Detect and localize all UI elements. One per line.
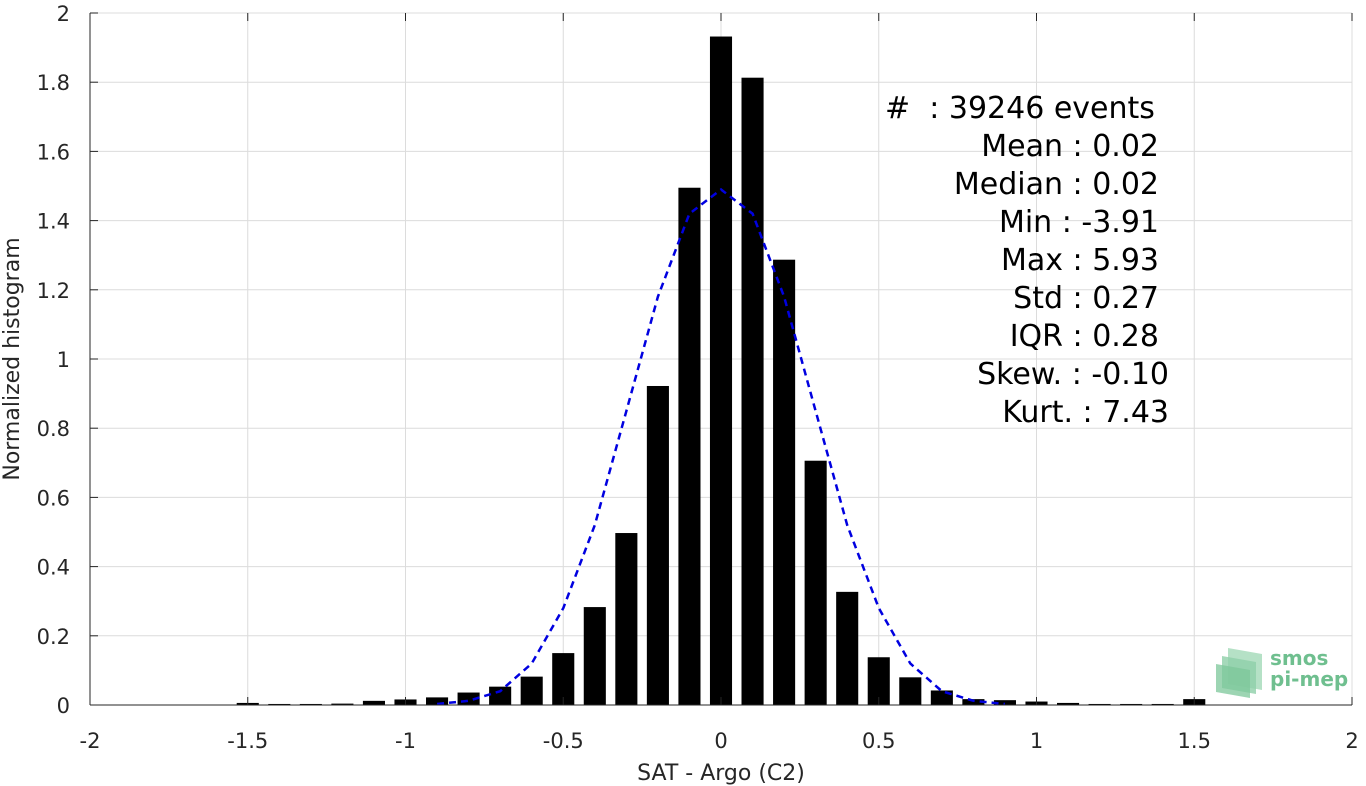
x-tick-label-8: 2 xyxy=(1345,729,1358,753)
stats-line-std: Std : 0.27 xyxy=(1013,281,1159,316)
x-tick-label-3: -0.5 xyxy=(543,729,584,753)
histogram-bars xyxy=(236,36,1206,706)
y-tick-label-9: 1.8 xyxy=(37,71,70,95)
x-tick-label-2: -1 xyxy=(395,729,416,753)
histogram-bar-26 xyxy=(1057,702,1080,705)
normal-fit-curve xyxy=(436,187,1006,706)
axes-frame xyxy=(89,12,1353,706)
stats-line-skew: Skew. : -0.10 xyxy=(977,357,1169,392)
y-tick-label-3: 0.6 xyxy=(37,486,70,510)
stats-line-count: # : 39246 events xyxy=(885,91,1155,126)
histogram-bar-6 xyxy=(426,697,449,705)
x-tick-label-1: -1.5 xyxy=(227,729,268,753)
y-axis-label: Normalized histogram xyxy=(0,237,25,480)
y-tick-label-0: 0 xyxy=(57,694,70,718)
histogram-bar-27 xyxy=(1088,703,1111,705)
x-tick-label-7: 1.5 xyxy=(1178,729,1211,753)
x-tick-label-5: 0.5 xyxy=(862,729,895,753)
histogram-bar-1 xyxy=(268,703,291,705)
histogram-bar-23 xyxy=(962,699,985,705)
x-tick-label-0: -2 xyxy=(80,729,101,753)
y-tick-label-10: 2 xyxy=(57,2,70,26)
stats-box: # : 39246 events Mean : 0.02 Median : 0.… xyxy=(885,91,1169,430)
histogram-bar-10 xyxy=(552,653,575,705)
histogram-bar-21 xyxy=(899,677,922,705)
stats-line-min: Min : -3.91 xyxy=(999,205,1159,240)
y-tick-label-1: 0.2 xyxy=(37,625,70,649)
x-tick-labels: -2 -1.5 -1 -0.5 0 0.5 1 1.5 2 xyxy=(80,729,1359,753)
logo-text-pi-mep: pi-mep xyxy=(1270,667,1348,691)
histogram-bar-4 xyxy=(362,700,385,705)
histogram-bar-17 xyxy=(773,259,796,705)
histogram-bar-20 xyxy=(867,657,890,705)
histogram-bar-12 xyxy=(615,533,638,705)
y-tick-label-2: 0.4 xyxy=(37,556,70,580)
x-axis-label: SAT - Argo (C2) xyxy=(637,761,805,786)
stats-line-kurt: Kurt. : 7.43 xyxy=(1002,395,1169,430)
histogram-bar-19 xyxy=(836,591,859,705)
histogram-bar-24 xyxy=(993,700,1016,705)
histogram-bar-11 xyxy=(583,607,606,705)
histogram-bar-28 xyxy=(1120,703,1143,705)
histogram-bar-8 xyxy=(489,686,512,705)
stats-line-iqr: IQR : 0.28 xyxy=(1010,319,1159,354)
y-tick-label-7: 1.4 xyxy=(37,210,70,234)
logo-waves-icon xyxy=(1216,648,1262,698)
histogram-bar-3 xyxy=(331,703,354,705)
x-tick-label-4: 0 xyxy=(714,729,727,753)
histogram-bar-13 xyxy=(646,385,669,705)
y-tick-label-8: 1.6 xyxy=(37,140,70,164)
stats-line-median: Median : 0.02 xyxy=(954,167,1159,202)
y-tick-label-4: 0.8 xyxy=(37,417,70,441)
logo-text-smos: smos xyxy=(1270,646,1328,670)
histogram-bar-14 xyxy=(678,187,701,706)
histogram-bar-16 xyxy=(741,77,764,705)
histogram-bar-9 xyxy=(520,676,543,705)
smos-pi-mep-logo: smos pi-mep xyxy=(1216,646,1348,698)
histogram-bar-15 xyxy=(709,36,733,705)
stats-line-max: Max : 5.93 xyxy=(1001,243,1159,278)
histogram-bar-2 xyxy=(299,703,322,705)
y-tick-label-5: 1 xyxy=(57,348,70,372)
x-tick-label-6: 1 xyxy=(1030,729,1043,753)
stats-line-mean: Mean : 0.02 xyxy=(981,129,1159,164)
histogram-bar-29 xyxy=(1151,703,1174,705)
y-tick-labels: 0 0.2 0.4 0.6 0.8 1 1.2 1.4 1.6 1.8 2 xyxy=(37,2,70,718)
histogram-bar-18 xyxy=(804,460,827,705)
y-tick-label-6: 1.2 xyxy=(37,279,70,303)
